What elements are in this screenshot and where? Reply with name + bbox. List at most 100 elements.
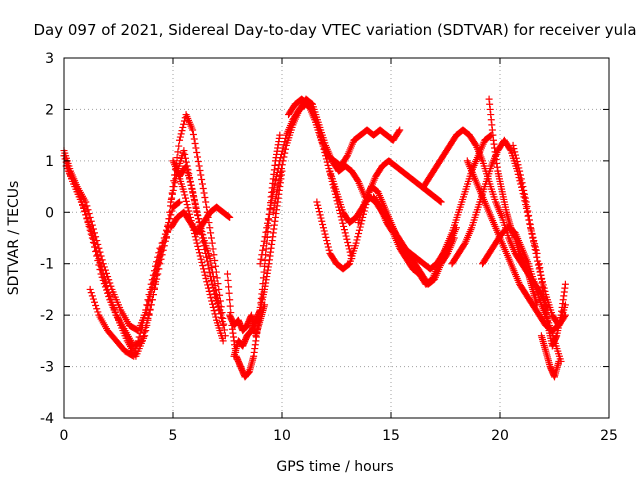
data-point xyxy=(132,345,140,353)
x-tick-label: 10 xyxy=(273,428,291,444)
data-point xyxy=(353,176,361,184)
data-point xyxy=(375,202,383,210)
series-track-05 xyxy=(162,111,229,340)
data-point xyxy=(270,204,278,212)
data-point xyxy=(340,222,348,230)
data-point xyxy=(259,246,267,254)
data-point xyxy=(189,131,197,138)
data-point xyxy=(506,145,514,153)
data-point xyxy=(107,282,115,290)
data-point xyxy=(509,141,517,149)
data-point xyxy=(104,289,112,297)
data-point xyxy=(207,273,215,281)
data-point xyxy=(525,212,533,219)
data-point xyxy=(344,242,352,250)
data-point xyxy=(256,260,264,268)
chart-title: Day 097 of 2021, Sidereal Day-to-day VTE… xyxy=(33,21,636,39)
data-point xyxy=(214,303,222,311)
data-point xyxy=(202,275,210,282)
data-point xyxy=(513,158,521,165)
x-tick-label: 25 xyxy=(600,428,618,444)
data-point xyxy=(181,150,189,158)
series-track-04 xyxy=(86,244,164,360)
data-point xyxy=(163,228,171,236)
data-point xyxy=(460,240,468,248)
data-point xyxy=(265,210,273,218)
data-point xyxy=(208,280,216,288)
data-point xyxy=(225,283,233,291)
data-point xyxy=(189,188,197,196)
data-point xyxy=(196,252,204,260)
data-point xyxy=(207,276,215,284)
data-point xyxy=(148,276,156,284)
data-point xyxy=(186,178,194,186)
data-point xyxy=(210,287,218,295)
data-point xyxy=(179,123,187,131)
data-point xyxy=(277,168,285,176)
data-point xyxy=(210,307,218,315)
data-point xyxy=(211,257,219,264)
data-point xyxy=(264,219,272,227)
data-point xyxy=(206,269,214,277)
data-point xyxy=(226,296,234,304)
x-tick-label: 0 xyxy=(60,428,69,444)
data-point xyxy=(193,149,201,156)
data-point xyxy=(187,181,195,189)
data-point xyxy=(130,352,138,360)
data-point xyxy=(319,221,327,228)
data-point xyxy=(200,189,208,197)
data-point xyxy=(510,145,518,153)
plot-frame xyxy=(63,57,610,419)
data-point xyxy=(198,258,206,266)
data-point xyxy=(279,157,287,165)
data-point xyxy=(325,246,333,254)
data-point xyxy=(189,126,197,134)
data-point xyxy=(194,242,202,250)
data-point xyxy=(88,292,96,300)
data-point xyxy=(167,198,175,206)
data-point xyxy=(192,144,200,152)
data-point xyxy=(98,273,106,281)
data-point xyxy=(207,234,215,242)
data-point xyxy=(189,192,197,200)
data-point xyxy=(145,291,153,299)
data-point xyxy=(219,337,227,345)
data-point xyxy=(180,188,188,196)
data-point xyxy=(345,260,353,268)
data-point xyxy=(528,230,536,237)
data-point xyxy=(218,314,226,322)
data-point xyxy=(105,293,113,300)
data-point xyxy=(94,308,102,316)
data-point xyxy=(345,245,353,253)
data-point xyxy=(201,271,209,279)
data-point xyxy=(197,255,205,263)
data-point xyxy=(103,269,111,277)
data-point xyxy=(262,228,270,236)
data-point xyxy=(182,197,190,205)
data-point xyxy=(203,203,211,211)
data-point xyxy=(512,151,520,159)
data-point xyxy=(261,233,269,241)
data-point xyxy=(276,172,284,180)
data-point xyxy=(315,208,323,216)
series-track-26 xyxy=(535,260,569,350)
data-point xyxy=(199,185,207,192)
y-axis-label: SDTVAR / TECUs xyxy=(6,181,22,296)
data-point xyxy=(273,190,281,198)
data-point xyxy=(204,261,212,269)
x-tick-label: 15 xyxy=(382,428,400,444)
data-point xyxy=(320,227,328,235)
data-point xyxy=(324,161,332,169)
data-point xyxy=(190,135,198,143)
data-point xyxy=(197,171,205,179)
data-point xyxy=(93,252,101,260)
data-point xyxy=(182,194,190,202)
data-point xyxy=(168,194,176,202)
data-point xyxy=(144,296,152,304)
data-point xyxy=(91,298,99,306)
data-point xyxy=(225,213,233,221)
data-point xyxy=(526,221,534,228)
data-point xyxy=(181,191,189,199)
data-point xyxy=(191,140,199,147)
data-point xyxy=(521,194,529,202)
